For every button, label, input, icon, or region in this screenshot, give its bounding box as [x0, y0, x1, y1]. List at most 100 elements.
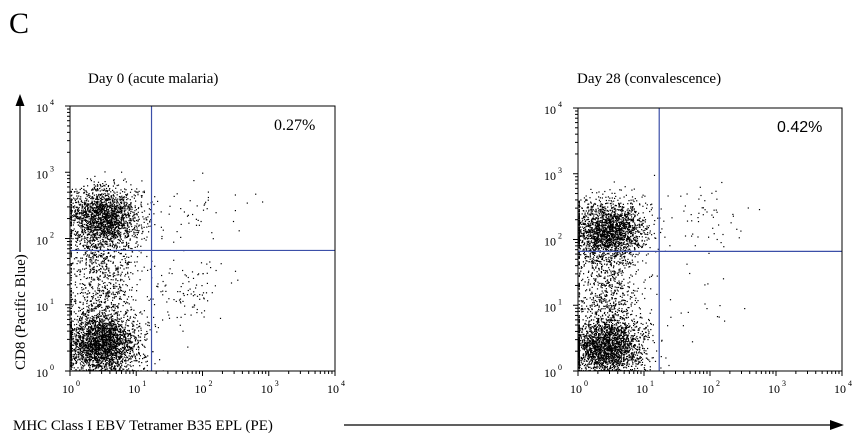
day0-scatter-point — [140, 311, 142, 313]
day0-scatter-point — [93, 184, 95, 186]
day0-scatter-point — [129, 364, 131, 366]
day0-scatter-point — [79, 351, 81, 353]
day0-scatter-point — [85, 318, 87, 320]
day0-scatter-point — [72, 357, 74, 359]
day0-scatter-point — [78, 343, 81, 345]
day0-scatter-point — [126, 208, 128, 210]
day0-scatter-point — [102, 263, 104, 265]
day0-scatter-point — [114, 329, 116, 331]
day0-scatter-point — [113, 205, 115, 207]
day0-scatter-point — [96, 316, 98, 318]
day0-scatter-point — [103, 367, 106, 369]
day0-scatter-point — [86, 342, 88, 344]
day0-scatter-point — [111, 207, 113, 209]
day0-scatter-point — [80, 200, 82, 203]
day0-scatter-point — [71, 347, 74, 350]
day0-scatter-point — [112, 205, 114, 207]
day0-scatter-point — [70, 217, 72, 219]
day0-scatter-point — [118, 324, 120, 326]
day0-scatter-point — [134, 229, 136, 231]
day0-scatter-point — [80, 198, 82, 200]
day0-scatter-point — [126, 285, 128, 287]
day0-scatter-point — [106, 328, 108, 330]
day0-scatter-point — [122, 205, 124, 208]
day0-scatter-point — [148, 213, 150, 215]
day0-scatter-point — [140, 201, 142, 203]
day0-scatter-point — [93, 352, 95, 354]
day0-scatter-point — [92, 268, 94, 271]
day0-scatter-point — [70, 340, 72, 342]
day0-scatter-point — [124, 292, 126, 294]
day0-scatter-point — [99, 205, 101, 207]
day0-scatter-point — [108, 333, 110, 335]
day0-scatter-point — [97, 360, 99, 362]
day0-scatter-point — [93, 357, 95, 359]
day0-scatter-point — [91, 346, 93, 348]
day0-scatter-point — [88, 351, 90, 353]
day0-scatter-point — [104, 341, 107, 343]
day0-scatter-point — [101, 227, 103, 229]
day0-scatter-point — [129, 352, 131, 354]
day0-scatter-point — [101, 209, 103, 211]
day0-scatter-point — [96, 351, 98, 353]
day0-scatter-point — [98, 322, 100, 324]
day0-scatter-point — [118, 224, 120, 226]
day0-scatter-point — [83, 228, 85, 231]
day0-scatter-point — [102, 245, 104, 247]
day0-scatter-point — [131, 296, 133, 298]
day0-scatter-point — [112, 185, 114, 187]
day0-scatter-point — [72, 362, 74, 364]
day0-scatter-point — [120, 207, 122, 209]
day0-scatter-point — [133, 212, 135, 214]
day0-scatter-point — [74, 281, 77, 283]
day0-scatter-point — [133, 330, 135, 332]
day0-scatter-point — [134, 234, 136, 236]
day0-scatter-point — [87, 333, 89, 335]
day0-scatter-point — [77, 239, 79, 241]
day0-scatter-point — [143, 368, 145, 370]
day0-scatter-point — [80, 354, 82, 357]
day0-scatter-point — [129, 206, 131, 208]
day0-scatter-point — [92, 329, 95, 331]
day0-scatter-point — [104, 258, 107, 260]
day0-scatter-point — [137, 192, 139, 194]
day0-scatter-point — [82, 314, 84, 316]
day0-scatter-point — [73, 216, 75, 218]
day0-scatter-point — [95, 272, 97, 274]
day0-scatter-point — [84, 360, 87, 362]
day0-scatter-point — [127, 263, 129, 265]
day0-scatter-point — [114, 361, 116, 363]
day0-scatter-point — [128, 278, 131, 280]
day0-scatter-point — [79, 307, 81, 309]
day0-scatter-point — [94, 354, 96, 356]
day0-scatter-point — [92, 323, 94, 325]
day0-scatter-point — [74, 358, 76, 361]
day0-scatter-point — [121, 355, 123, 357]
day0-scatter-point — [120, 328, 122, 330]
day0-scatter-point — [83, 351, 85, 353]
day0-scatter-point — [95, 321, 97, 323]
day0-scatter-point — [123, 351, 126, 353]
day0-scatter-point — [143, 237, 145, 240]
day0-scatter-point — [122, 334, 124, 337]
day0-scatter-point — [78, 224, 80, 226]
day0-scatter-point — [70, 251, 72, 253]
day0-scatter-point — [99, 237, 101, 239]
day0-scatter-point — [72, 224, 74, 226]
day0-scatter-point — [70, 199, 72, 201]
day0-scatter-point — [104, 215, 106, 218]
day0-scatter-point — [99, 226, 101, 228]
day0-scatter-point — [147, 269, 149, 271]
day0-scatter-point — [76, 238, 78, 240]
day0-scatter-point — [72, 238, 74, 240]
day0-scatter-point — [116, 359, 118, 361]
day0-scatter-point — [126, 235, 128, 237]
day0-scatter-point — [107, 194, 109, 197]
day0-scatter-point — [123, 294, 125, 296]
day0-scatter-point — [88, 222, 90, 224]
day0-scatter-point — [101, 322, 103, 324]
day0-scatter-point — [113, 287, 115, 289]
day0-scatter-point — [89, 357, 91, 359]
day0-scatter-point — [85, 211, 88, 213]
